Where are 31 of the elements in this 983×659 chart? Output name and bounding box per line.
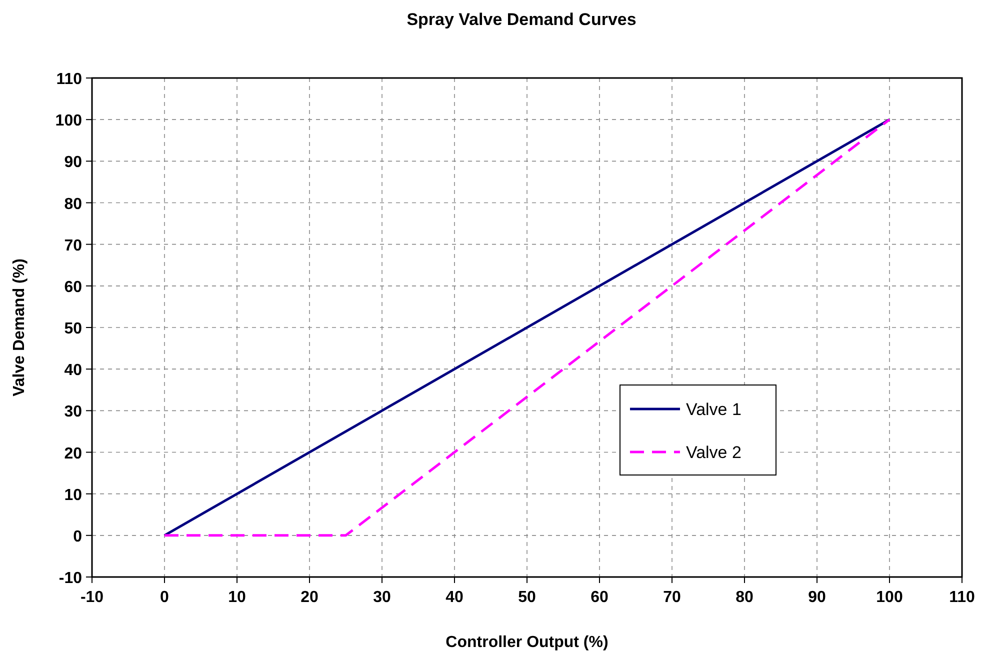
y-tick-label: 30 [64,404,82,421]
x-axis-title: Controller Output (%) [446,634,608,651]
y-tick-label: 90 [64,154,82,172]
x-tick-label: 50 [518,589,536,606]
x-tick-label: 40 [446,589,464,606]
y-tick-label: 0 [73,528,82,546]
y-tick-label: 100 [55,112,82,130]
legend-label: Valve 1 [686,400,742,419]
x-tick-label: 10 [228,589,246,606]
y-tick-label: 40 [64,362,82,380]
y-tick-label: 110 [56,71,82,88]
y-tick-label: 20 [64,445,82,462]
x-tick-label: 20 [300,589,318,606]
x-tick-label: -10 [80,589,104,606]
x-tick-label: 0 [160,589,170,606]
x-tick-label: 30 [373,589,391,606]
y-tick-label: 60 [64,278,82,296]
x-tick-label: 70 [663,589,681,606]
y-tick-label: -10 [58,570,82,587]
y-tick-label: 10 [64,486,82,504]
y-tick-label: 50 [64,320,82,338]
x-tick-label: 60 [590,589,608,606]
x-tick-label: 110 [949,589,976,606]
x-tick-label: 80 [736,589,754,606]
legend-label: Valve 2 [686,443,742,462]
y-tick-label: 70 [64,237,82,254]
y-axis-title: Valve Demand (%) [11,258,28,396]
x-tick-label: 90 [808,589,826,606]
chart-title: Spray Valve Demand Curves [406,10,636,29]
y-tick-label: 80 [64,196,82,213]
x-tick-label: 100 [876,589,903,606]
